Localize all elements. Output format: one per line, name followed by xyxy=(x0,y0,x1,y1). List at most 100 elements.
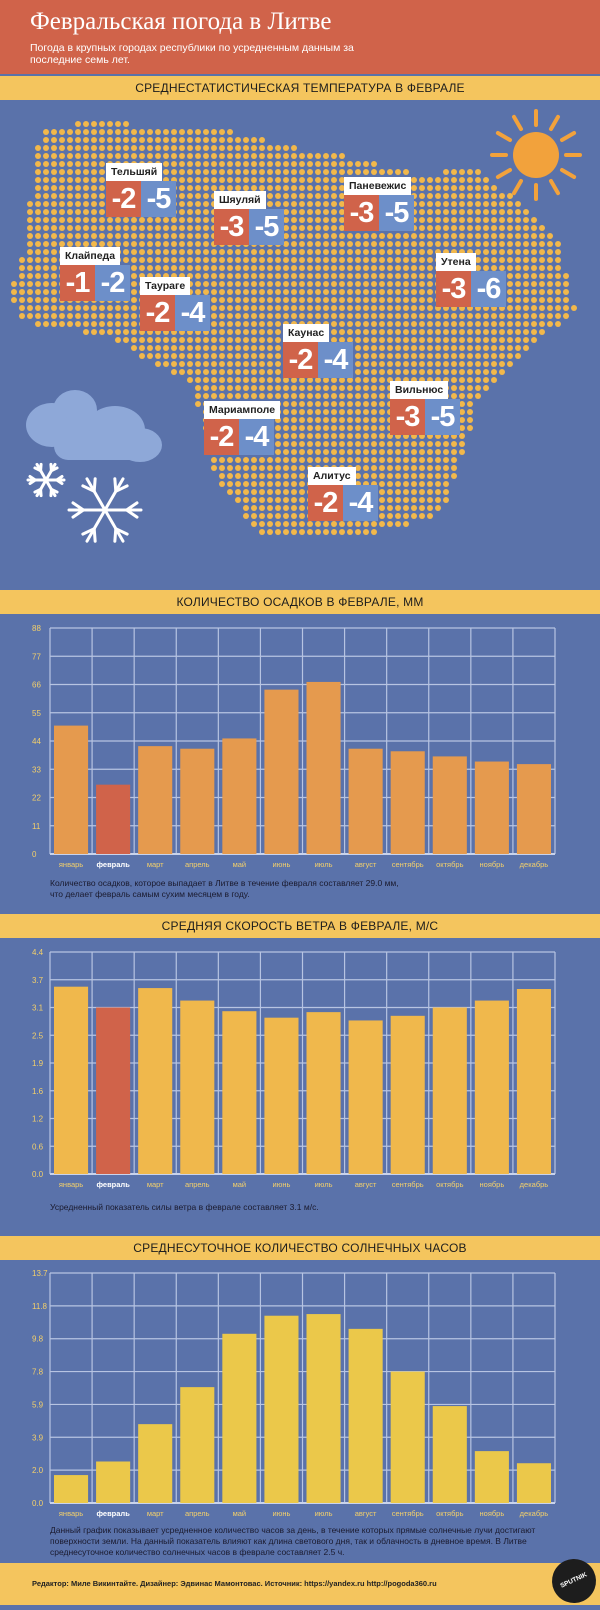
map-dot xyxy=(523,321,529,327)
map-dot xyxy=(451,345,457,351)
map-dot xyxy=(227,297,233,303)
map-dot xyxy=(251,385,257,391)
map-dot xyxy=(315,433,321,439)
map-dot xyxy=(523,345,529,351)
map-dot xyxy=(219,481,225,487)
map-dot xyxy=(283,481,289,487)
map-dot xyxy=(171,153,177,159)
map-dot xyxy=(427,257,433,263)
map-dot xyxy=(475,377,481,383)
map-dot xyxy=(83,161,89,167)
map-dot xyxy=(27,313,33,319)
map-dot xyxy=(315,409,321,415)
map-dot xyxy=(67,161,73,167)
map-dot xyxy=(211,393,217,399)
map-dot xyxy=(267,313,273,319)
night-temperature: -6 xyxy=(471,271,506,307)
map-dot xyxy=(83,201,89,207)
map-dot xyxy=(115,129,121,135)
map-dot xyxy=(315,273,321,279)
x-tick-label: август xyxy=(355,1509,377,1518)
map-dot xyxy=(499,329,505,335)
map-dot xyxy=(251,481,257,487)
map-dot xyxy=(395,329,401,335)
map-dot xyxy=(339,433,345,439)
map-dot xyxy=(547,249,553,255)
map-dot xyxy=(99,225,105,231)
map-dot xyxy=(371,457,377,463)
map-dot xyxy=(259,385,265,391)
map-dot xyxy=(323,529,329,535)
map-dot xyxy=(299,505,305,511)
map-dot xyxy=(299,201,305,207)
map-dot xyxy=(203,353,209,359)
map-dot xyxy=(283,265,289,271)
map-dot xyxy=(75,169,81,175)
map-dot xyxy=(91,201,97,207)
map-dot xyxy=(91,233,97,239)
map-dot xyxy=(315,441,321,447)
map-dot xyxy=(131,249,137,255)
map-dot xyxy=(371,161,377,167)
map-dot xyxy=(195,153,201,159)
map-dot xyxy=(291,169,297,175)
map-dot xyxy=(515,345,521,351)
map-dot xyxy=(259,177,265,183)
map-dot xyxy=(411,297,417,303)
map-dot xyxy=(371,233,377,239)
map-dot xyxy=(403,257,409,263)
map-dot xyxy=(275,161,281,167)
map-dot xyxy=(355,401,361,407)
bar xyxy=(433,756,467,854)
map-dot xyxy=(179,265,185,271)
map-dot xyxy=(107,153,113,159)
map-dot xyxy=(291,457,297,463)
map-dot xyxy=(299,481,305,487)
map-dot xyxy=(211,345,217,351)
map-dot xyxy=(403,353,409,359)
map-dot xyxy=(43,145,49,151)
map-dot xyxy=(123,337,129,343)
map-dot xyxy=(427,217,433,223)
map-dot xyxy=(83,177,89,183)
map-dot xyxy=(395,337,401,343)
map-dot xyxy=(507,257,513,263)
map-dot xyxy=(355,265,361,271)
map-dot xyxy=(211,265,217,271)
map-dot xyxy=(35,241,41,247)
map-dot xyxy=(427,225,433,231)
map-dot xyxy=(539,225,545,231)
map-dot xyxy=(59,305,65,311)
map-dot xyxy=(483,353,489,359)
map-dot xyxy=(147,145,153,151)
map-dot xyxy=(243,273,249,279)
map-dot xyxy=(307,385,313,391)
map-dot xyxy=(275,457,281,463)
map-dot xyxy=(243,137,249,143)
map-dot xyxy=(171,353,177,359)
map-dot xyxy=(99,153,105,159)
map-dot xyxy=(259,137,265,143)
map-dot xyxy=(283,281,289,287)
map-dot xyxy=(291,265,297,271)
x-tick-label: декабрь xyxy=(520,1509,549,1518)
map-dot xyxy=(451,209,457,215)
map-dot xyxy=(403,345,409,351)
map-dot xyxy=(331,433,337,439)
map-dot xyxy=(99,193,105,199)
map-dot xyxy=(315,425,321,431)
page-header: Февральская погода в Литве Погода в круп… xyxy=(0,0,600,74)
map-dot xyxy=(283,449,289,455)
map-dot xyxy=(227,321,233,327)
map-dot xyxy=(203,377,209,383)
map-dot xyxy=(419,481,425,487)
map-dot xyxy=(379,169,385,175)
map-dot xyxy=(99,185,105,191)
map-dot xyxy=(411,457,417,463)
map-dot xyxy=(443,353,449,359)
map-dot xyxy=(531,321,537,327)
map-dot xyxy=(331,385,337,391)
map-dot xyxy=(27,281,33,287)
map-dot xyxy=(331,521,337,527)
map-dot xyxy=(443,209,449,215)
